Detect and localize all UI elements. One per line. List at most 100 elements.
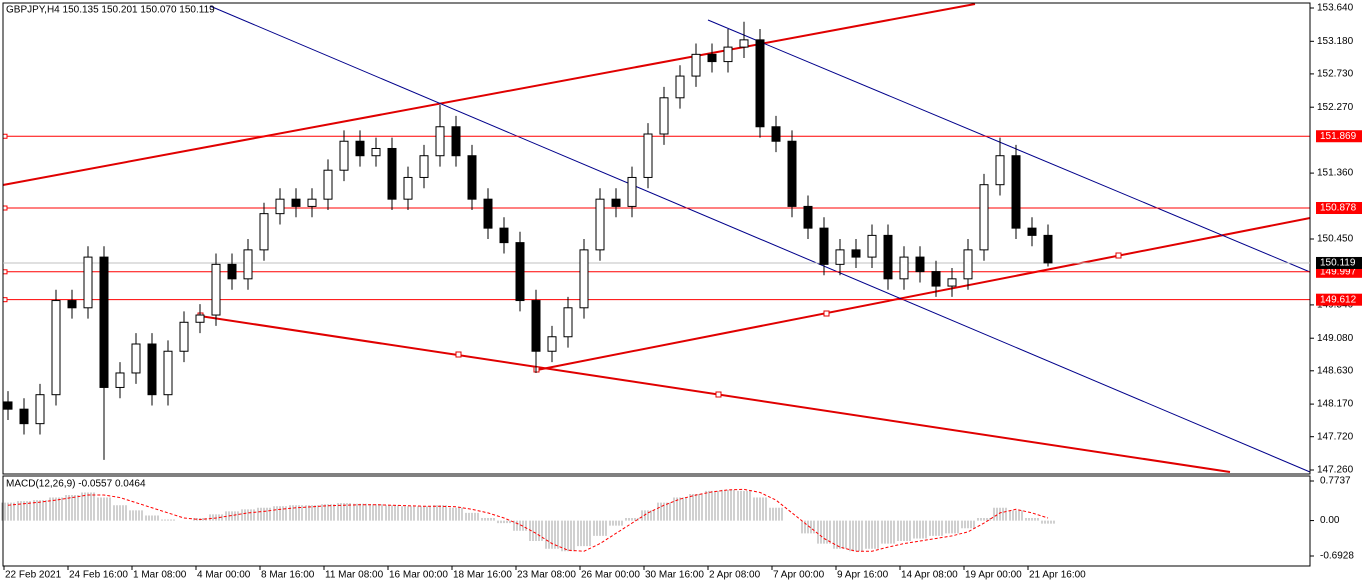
y-tick-label: 153.180 <box>1317 36 1354 47</box>
level-label: 149.612 <box>1320 294 1357 305</box>
candle-body <box>483 198 493 229</box>
macd-signal <box>7 488 1049 552</box>
candle-body <box>579 249 589 309</box>
candle-body <box>739 39 749 48</box>
candle-body <box>755 39 765 128</box>
candle-body <box>915 256 925 273</box>
candle-body <box>771 126 781 142</box>
candle-body <box>451 126 461 157</box>
candle-body <box>163 350 173 396</box>
x-tick-label: 7 Apr 00:00 <box>773 570 825 581</box>
candle-body <box>803 205 813 229</box>
candle-body <box>851 249 861 258</box>
candle-body <box>323 169 333 200</box>
candle-body <box>787 140 797 207</box>
candle-body <box>211 263 221 316</box>
channel-line <box>707 19 1311 273</box>
candle-body <box>835 249 845 265</box>
level-tag <box>1316 202 1362 215</box>
y-tick-label: 147.720 <box>1317 431 1354 442</box>
candle-body <box>883 234 893 280</box>
candle-body <box>291 198 301 207</box>
x-tick-label: 16 Mar 00:00 <box>389 570 448 581</box>
candle-body <box>339 140 349 171</box>
trendline <box>536 217 1311 371</box>
candle-body <box>563 307 573 338</box>
candle-body <box>819 227 829 265</box>
anchor <box>455 351 462 358</box>
candle-body <box>403 176 413 200</box>
candle-body <box>83 256 93 309</box>
candle-body <box>531 300 541 352</box>
level-anchor <box>2 205 8 211</box>
candle-body <box>243 249 253 280</box>
x-tick-label: 9 Apr 16:00 <box>837 570 889 581</box>
x-tick-label: 23 Mar 08:00 <box>517 570 576 581</box>
candle-body <box>899 256 909 280</box>
x-tick-label: 18 Mar 16:00 <box>453 570 512 581</box>
candle-body <box>259 213 269 251</box>
macd-y-tick-label: 0.7737 <box>1320 476 1351 487</box>
candle-body <box>611 198 621 207</box>
trendline <box>2 3 976 186</box>
level-anchor <box>2 269 8 275</box>
candle-body <box>659 97 669 135</box>
y-tick-label: 151.360 <box>1317 168 1354 179</box>
x-tick-label: 4 Mar 00:00 <box>197 570 251 581</box>
trendline <box>199 315 1231 473</box>
candle-body <box>963 249 973 280</box>
candle-body <box>195 314 205 323</box>
y-tick-label: 148.170 <box>1317 399 1354 410</box>
candle-body <box>131 343 141 374</box>
candle-body <box>1043 234 1053 264</box>
level-anchor <box>2 133 8 139</box>
candle-body <box>227 263 237 280</box>
y-tick-label: 152.270 <box>1317 102 1354 113</box>
level-tag <box>1316 130 1362 143</box>
candle-body <box>995 155 1005 186</box>
level-label: 151.869 <box>1320 131 1357 142</box>
candle-body <box>723 46 733 63</box>
x-tick-label: 11 Mar 08:00 <box>325 570 384 581</box>
channel-line <box>209 5 1311 473</box>
candle-body <box>627 176 637 207</box>
x-tick-label: 8 Mar 16:00 <box>261 570 315 581</box>
candle-body <box>387 147 397 200</box>
y-tick-label: 148.630 <box>1317 365 1354 376</box>
level-anchor <box>2 297 8 303</box>
candle-body <box>867 234 877 258</box>
x-tick-label: 2 Apr 08:00 <box>709 570 761 581</box>
candle-body <box>515 242 525 302</box>
x-tick-label: 24 Feb 16:00 <box>69 570 128 581</box>
candle-body <box>371 147 381 157</box>
anchor <box>715 391 722 398</box>
candle-body <box>1011 155 1021 229</box>
x-tick-label: 22 Feb 2021 <box>5 570 62 581</box>
candle-body <box>35 394 45 425</box>
candle-body <box>595 198 605 251</box>
candle-body <box>499 227 509 244</box>
current-price-tag <box>1316 256 1362 269</box>
candle-body <box>99 256 109 388</box>
candle-body <box>435 126 445 157</box>
candle-body <box>931 271 941 287</box>
candle-body <box>467 155 477 200</box>
candle-body <box>979 184 989 251</box>
candle-body <box>19 408 29 425</box>
candle-body <box>643 133 653 178</box>
candle-body <box>67 300 77 309</box>
candle-body <box>1027 227 1037 236</box>
candle-body <box>419 155 429 178</box>
level-label: 150.878 <box>1320 203 1357 214</box>
y-tick-label: 149.080 <box>1317 333 1354 344</box>
candle-body <box>947 278 957 287</box>
anchor <box>1115 252 1122 259</box>
candle-body <box>115 372 125 388</box>
y-tick-label: 150.450 <box>1317 234 1354 245</box>
candle-body <box>179 321 189 352</box>
current-price-label: 150.119 <box>1320 258 1356 269</box>
candle-body <box>147 343 157 396</box>
macd-y-tick-label: 0.00 <box>1320 515 1340 526</box>
candle-body <box>51 300 61 396</box>
drawn-objects <box>2 3 1311 473</box>
